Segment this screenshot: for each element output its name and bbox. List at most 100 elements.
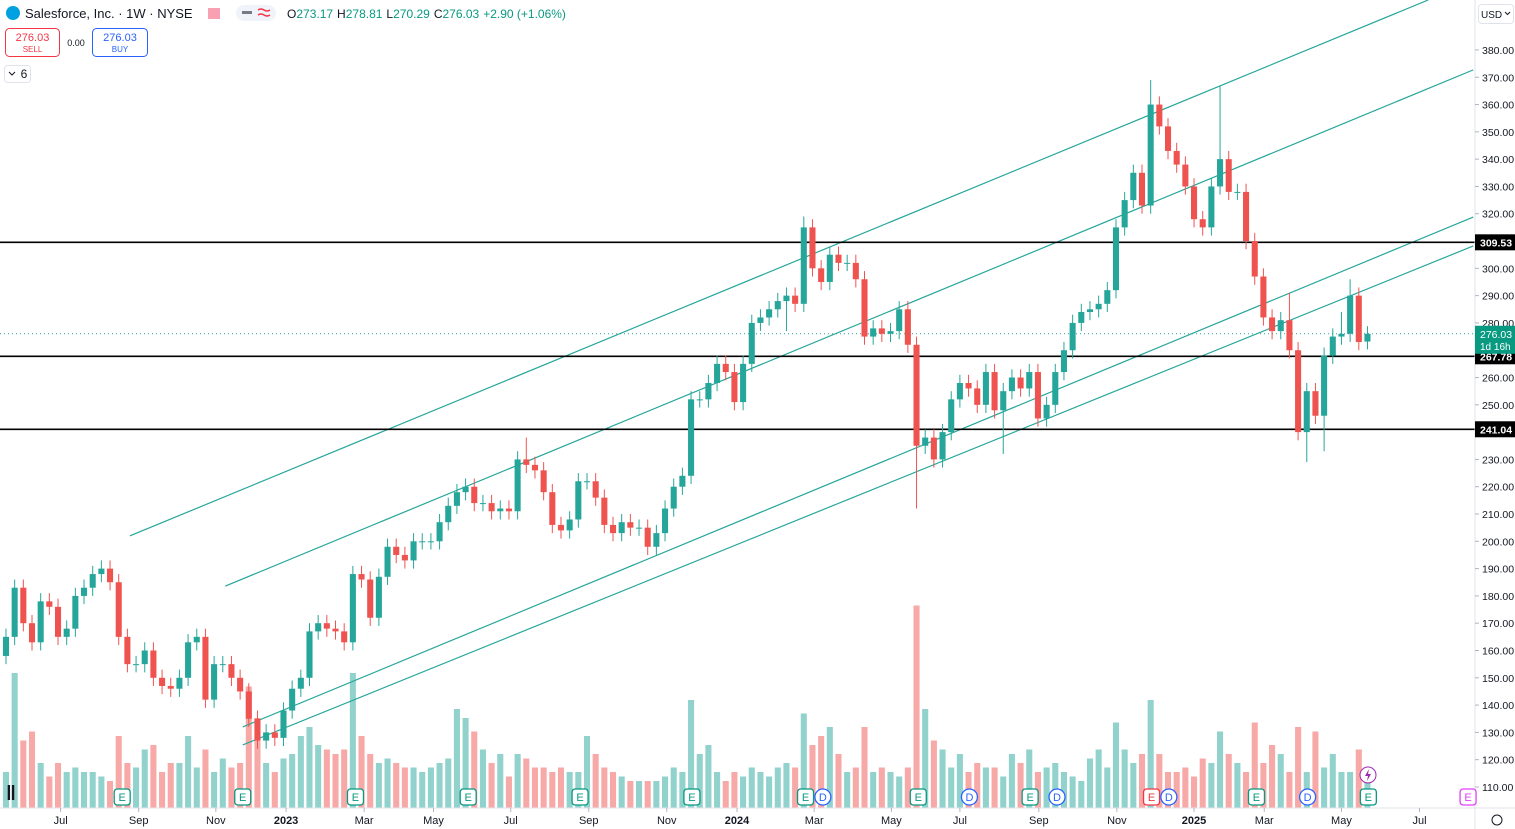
event-label: E (1253, 792, 1260, 804)
candle-body (627, 522, 634, 528)
candle-body (644, 527, 651, 547)
volume-bar (766, 776, 773, 808)
pill-icon (257, 8, 271, 17)
event-badge (814, 788, 832, 806)
event-label: D (819, 792, 827, 804)
buy-button[interactable] (92, 28, 148, 57)
volume-bar (323, 749, 330, 808)
candle-body (479, 503, 486, 505)
volume-bar (63, 772, 70, 808)
volume-bar (332, 754, 339, 808)
flag-icon[interactable] (208, 8, 220, 19)
volume-bar (635, 781, 643, 808)
candle-body (679, 475, 686, 487)
volume-bar (124, 763, 131, 808)
y-tick-label: 250.00 (1482, 400, 1514, 412)
candle-body (982, 372, 989, 405)
event-label: E (1148, 792, 1155, 804)
event-label: E (576, 792, 583, 804)
volume-bar (219, 758, 226, 808)
volume-bar (1329, 754, 1336, 808)
candle-body (237, 677, 244, 692)
volume-bar (185, 736, 192, 808)
volume-bar (471, 731, 478, 808)
event-label: E (1464, 792, 1471, 804)
y-tick-label: 130.00 (1482, 727, 1514, 739)
candle-body (1026, 372, 1033, 389)
volume-bar (1156, 754, 1163, 808)
candle-body (384, 546, 391, 577)
candle-body (731, 372, 738, 403)
candle-body (393, 546, 400, 555)
volume-bar (462, 718, 469, 808)
candle-body (1130, 172, 1137, 201)
candle-body (653, 533, 660, 547)
candle-body (150, 650, 157, 678)
y-tick-label: 370.00 (1482, 72, 1514, 84)
volume-bar (1338, 772, 1345, 808)
candle-body (1086, 309, 1094, 313)
volume-bar (315, 745, 322, 808)
candle-body (852, 262, 859, 280)
volume-bar (523, 758, 530, 808)
candle-body (367, 579, 374, 618)
y-tick-label: 380.00 (1482, 45, 1514, 57)
volume-bar (922, 709, 929, 808)
x-tick-label: 2025 (1182, 815, 1206, 827)
ohlc-value: 270.29 (393, 7, 430, 21)
volume-bar (211, 772, 218, 808)
volume-bar (748, 767, 755, 808)
alert-icon-bolt (1365, 769, 1371, 781)
candle-body (315, 623, 322, 632)
candle-body (991, 372, 998, 411)
volume-bar (419, 772, 426, 808)
candle-body (80, 587, 88, 596)
sell-button[interactable] (5, 28, 60, 57)
candle-body (349, 574, 356, 643)
trend-line (242, 216, 1474, 728)
volume-bar (1295, 727, 1302, 808)
settings-icon[interactable] (1491, 814, 1503, 826)
volume-bar (653, 781, 660, 808)
volume-bar (731, 772, 738, 808)
candle-body (488, 503, 495, 512)
candle-body (1034, 372, 1041, 419)
volume-bar (956, 754, 963, 808)
volume-bar (939, 749, 946, 808)
candle-body (722, 363, 729, 373)
volume-bar (991, 767, 998, 808)
price-tag-label: 309.53 (1480, 237, 1512, 249)
volume-bar (107, 781, 114, 808)
volume-bar (11, 673, 18, 808)
volume-bar (844, 772, 851, 808)
candle-body (609, 524, 617, 534)
volume-bar (375, 763, 382, 808)
volume-bar (28, 731, 36, 808)
volume-bar (783, 763, 790, 808)
x-tick-label: Nov (206, 815, 226, 827)
volume-bar (1043, 767, 1050, 808)
volume-bar (982, 767, 989, 808)
candle-body (1338, 333, 1345, 337)
candle-body (54, 606, 62, 637)
candle-body (740, 363, 747, 403)
currency-button[interactable] (1478, 4, 1514, 24)
event-badge (113, 788, 131, 806)
candle-body (2, 636, 10, 656)
indicators-toggle[interactable] (4, 65, 31, 83)
candle-body (1008, 377, 1015, 392)
y-tick-label: 350.00 (1482, 127, 1514, 139)
candle-body (1190, 186, 1198, 220)
candle-body (896, 309, 903, 332)
candle-body (1251, 241, 1258, 277)
candle-body (323, 623, 330, 629)
candle-body (1260, 276, 1267, 318)
chevron (1504, 11, 1511, 16)
candle-body (809, 227, 816, 269)
y-tick-label: 260.00 (1482, 373, 1514, 385)
candle-body (341, 631, 348, 643)
volume-bar (367, 754, 374, 808)
event-label: E (465, 792, 472, 804)
compare-pill[interactable] (236, 5, 276, 21)
